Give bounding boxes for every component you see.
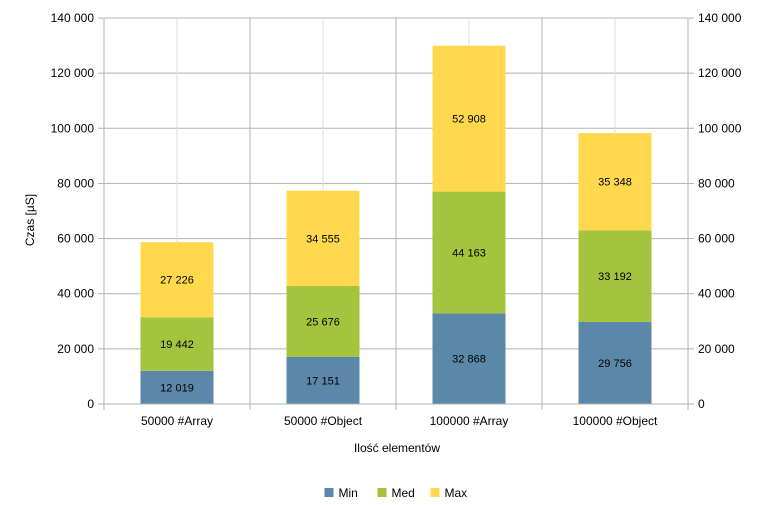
bar-segment-min xyxy=(286,356,360,404)
bar-segment-min xyxy=(578,321,652,404)
y-tick-label-right: 0 xyxy=(698,397,705,411)
y-axis-title: Czas [µS] xyxy=(23,194,37,246)
data-label: 32 868 xyxy=(452,354,486,366)
y-tick-label-left: 80 000 xyxy=(57,176,94,190)
bar-segment-max xyxy=(286,190,360,286)
bar-segment-med xyxy=(286,285,360,357)
bar-segment-max xyxy=(432,45,506,192)
y-tick-label-right: 120 000 xyxy=(698,66,742,80)
data-label: 17 151 xyxy=(306,375,340,387)
y-tick-label-right: 140 000 xyxy=(698,11,742,25)
legend-label: Med xyxy=(392,486,415,500)
data-label: 19 442 xyxy=(160,339,194,351)
y-tick-label-left: 60 000 xyxy=(57,232,94,246)
legend-label: Min xyxy=(339,486,358,500)
x-axis-title: Ilość elementów xyxy=(354,441,440,455)
data-label: 29 756 xyxy=(598,358,632,370)
legend-label: Max xyxy=(445,486,468,500)
axes: 0 0 20 000 20 000 40 000 40 000 60 000 60 000 80… xyxy=(51,11,742,428)
data-label: 12 019 xyxy=(160,382,194,394)
legend-swatch-max xyxy=(430,488,440,497)
data-label: 27 226 xyxy=(160,275,194,287)
x-tick-label: 100000 #Array xyxy=(430,414,509,428)
y-tick-label-left: 20 000 xyxy=(57,342,94,356)
y-tick-label-right: 100 000 xyxy=(698,121,742,135)
y-tick-label-left: 100 000 xyxy=(51,121,95,135)
legend-swatch-med xyxy=(377,488,387,497)
y-tick-label-right: 40 000 xyxy=(698,287,735,301)
data-label: 25 676 xyxy=(306,316,340,328)
x-tick-label: 50000 #Object xyxy=(284,414,363,428)
bar-segment-min xyxy=(432,313,506,404)
bar-segment-max xyxy=(140,242,214,318)
data-label: 35 348 xyxy=(598,177,632,189)
bar-segment-med xyxy=(578,230,652,322)
y-tick-label-right: 80 000 xyxy=(698,176,735,190)
y-tick-label-left: 120 000 xyxy=(51,66,95,80)
legend-swatch-min xyxy=(324,488,334,497)
y-tick-label-right: 20 000 xyxy=(698,342,735,356)
data-label: 34 555 xyxy=(306,233,340,245)
y-tick-label-left: 40 000 xyxy=(57,287,94,301)
data-label: 52 908 xyxy=(452,114,486,126)
bar-segment-med xyxy=(432,191,506,314)
x-tick-label: 50000 #Array xyxy=(141,414,213,428)
bar-segment-max xyxy=(578,132,652,231)
y-tick-label-right: 60 000 xyxy=(698,232,735,246)
bar-segment-min xyxy=(140,370,214,404)
data-label: 44 163 xyxy=(452,247,486,259)
x-tick-label: 100000 #Object xyxy=(573,414,658,428)
legend: Min Med Max xyxy=(324,486,468,500)
y-tick-label-left: 0 xyxy=(87,397,94,411)
data-label: 33 192 xyxy=(598,271,632,283)
bars: 12 019 19 442 27 226 17 151 25 676 34 555 32 8… xyxy=(140,45,652,404)
y-tick-label-left: 140 000 xyxy=(51,11,95,25)
bar-segment-med xyxy=(140,317,214,371)
